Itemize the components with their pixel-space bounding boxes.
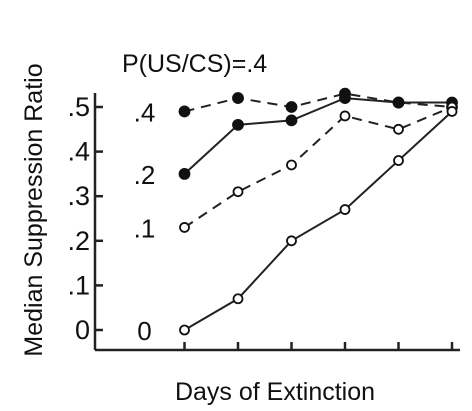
y-tick-label: .2 xyxy=(67,226,90,256)
chart-title: P(US/CS)=.4 xyxy=(122,50,267,78)
data-point xyxy=(232,186,244,198)
series-layer: .4 .2 .1 0 xyxy=(134,87,458,346)
y-tick-label: .3 xyxy=(67,181,90,211)
data-point xyxy=(178,167,191,180)
y-ticks: 0 .1 .2 .3 .4 .5 xyxy=(67,92,103,345)
data-point xyxy=(339,92,351,104)
y-tick-label: .1 xyxy=(67,270,90,300)
data-point xyxy=(339,204,351,215)
y-axis-title: Median Suppression Ratio xyxy=(20,63,48,356)
data-point xyxy=(286,235,297,247)
series-line xyxy=(183,97,452,175)
data-point xyxy=(285,101,298,113)
series-label: .2 xyxy=(134,160,156,190)
series-label: 0 xyxy=(137,316,151,346)
series-line xyxy=(183,106,453,229)
data-point xyxy=(286,159,297,171)
data-point xyxy=(446,106,458,117)
data-point xyxy=(393,123,404,135)
data-point xyxy=(232,118,244,131)
series-label: .4 xyxy=(134,97,156,127)
x-ticks xyxy=(183,342,454,350)
data-point xyxy=(392,96,405,109)
data-point xyxy=(178,105,191,118)
y-tick-label: .5 xyxy=(67,92,90,122)
series-label: .1 xyxy=(134,213,156,243)
data-point xyxy=(232,92,244,104)
series-line xyxy=(183,110,453,331)
data-point xyxy=(232,293,244,305)
data-point xyxy=(179,222,190,233)
y-tick-label: 0 xyxy=(75,315,90,345)
data-point xyxy=(179,324,190,336)
x-axis-title: Days of Extinction xyxy=(175,378,375,406)
data-point xyxy=(393,155,404,166)
y-tick-label: .4 xyxy=(67,137,90,167)
data-point xyxy=(285,114,298,127)
data-point xyxy=(339,110,351,122)
series-3: 0 xyxy=(137,106,458,346)
